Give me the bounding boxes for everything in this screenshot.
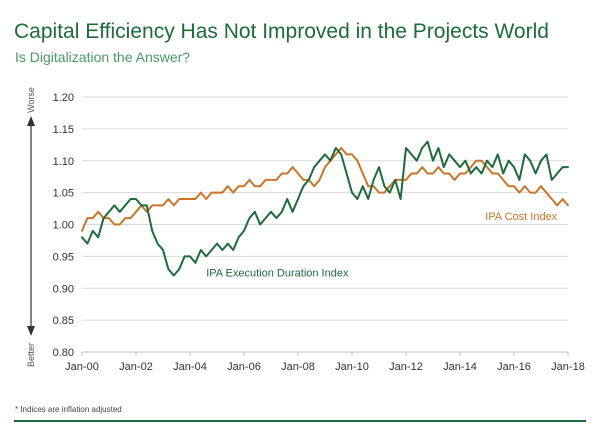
axis-word-worse: Worse [26,87,36,113]
axis-word-better: Better [26,343,36,367]
y-tick-label: 0.90 [53,283,74,295]
x-tick-label: Jan-14 [443,361,477,373]
y-tick-label: 0.85 [53,315,74,327]
x-tick-label: Jan-18 [551,361,585,373]
y-tick-label: 0.80 [53,347,74,359]
series-line-execution-duration [81,140,569,277]
x-tick-label: Jan-10 [335,361,369,373]
labels: IPA Execution Duration Index IPA Cost Ind… [206,211,557,279]
direction-arrow-down [27,326,35,336]
y-tick-label: 1.15 [53,124,74,136]
x-tick-label: Jan-04 [173,361,207,373]
y-tick-label: 1.10 [53,156,74,168]
chart-title: Capital Efficiency Has Not Improved in t… [14,20,549,43]
series-lines [81,140,569,277]
chart-subtitle: Is Digitalization the Answer? [15,49,191,65]
direction-arrow-up [27,116,35,126]
y-tick-label: 1.20 [53,92,74,104]
x-tick-label: Jan-08 [281,361,315,373]
x-tick-label: Jan-06 [227,361,261,373]
y-tick-label: 0.95 [53,251,74,263]
series-label-cost-index: IPA Cost Index [485,211,557,223]
footer-divider [14,420,586,422]
y-tick-label: 1.00 [53,220,74,232]
footnote: * Indices are inflation adjusted [15,405,122,414]
x-tick-label: Jan-12 [389,361,423,373]
series-label-execution-duration: IPA Execution Duration Index [206,267,349,279]
x-tick-label: Jan-16 [497,361,531,373]
axes: 0.80 0.85 0.90 0.95 1.00 1.05 1.10 1.15 1.20 Jan-… [26,87,585,373]
y-tick-label: 1.05 [53,188,74,200]
x-tick-label: Jan-00 [65,361,99,373]
grid-lines [82,96,568,353]
x-tick-label: Jan-02 [119,361,153,373]
series-line-cost-index [81,147,569,232]
